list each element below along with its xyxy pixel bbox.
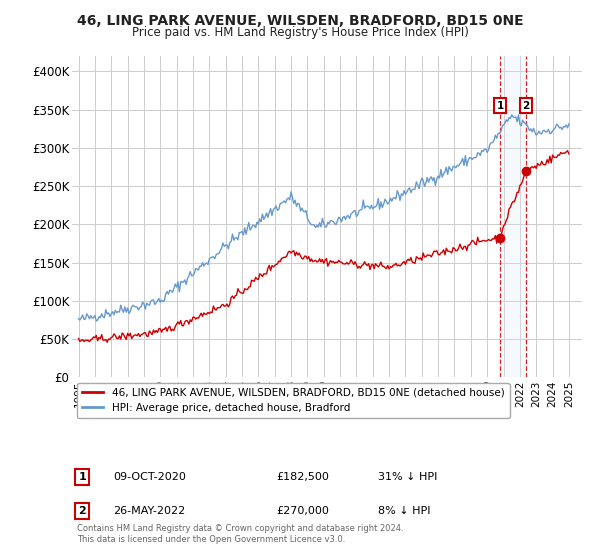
Text: £270,000: £270,000 <box>276 506 329 516</box>
Text: 2: 2 <box>523 101 530 111</box>
Text: 31% ↓ HPI: 31% ↓ HPI <box>378 472 437 482</box>
Bar <box>500 56 526 377</box>
Text: 2: 2 <box>79 506 86 516</box>
Text: 46, LING PARK AVENUE, WILSDEN, BRADFORD, BD15 0NE: 46, LING PARK AVENUE, WILSDEN, BRADFORD,… <box>77 14 523 28</box>
Text: Contains HM Land Registry data © Crown copyright and database right 2024.
This d: Contains HM Land Registry data © Crown c… <box>77 524 404 544</box>
Text: 1: 1 <box>79 472 86 482</box>
Legend: 46, LING PARK AVENUE, WILSDEN, BRADFORD, BD15 0NE (detached house), HPI: Average: 46, LING PARK AVENUE, WILSDEN, BRADFORD,… <box>77 382 509 418</box>
Text: 8% ↓ HPI: 8% ↓ HPI <box>378 506 431 516</box>
Text: Price paid vs. HM Land Registry's House Price Index (HPI): Price paid vs. HM Land Registry's House … <box>131 26 469 39</box>
Text: £182,500: £182,500 <box>276 472 329 482</box>
Text: 09-OCT-2020: 09-OCT-2020 <box>113 472 185 482</box>
Text: 1: 1 <box>496 101 504 111</box>
Text: 26-MAY-2022: 26-MAY-2022 <box>113 506 185 516</box>
